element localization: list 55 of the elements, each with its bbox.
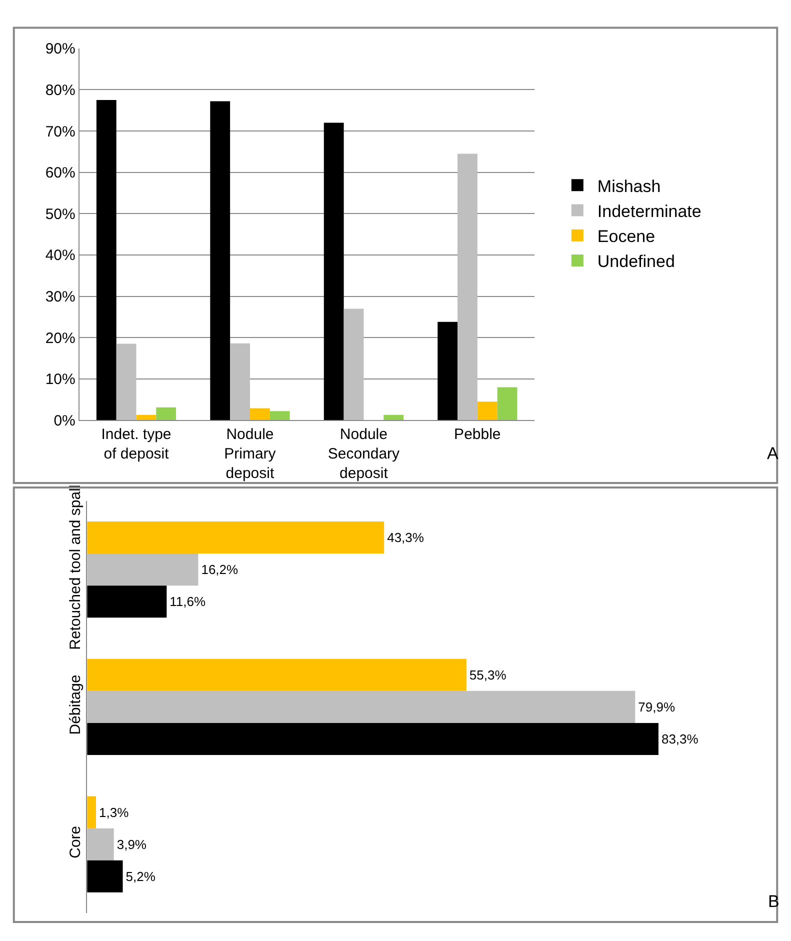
bar xyxy=(87,796,96,828)
text: A xyxy=(767,444,779,463)
data-label: 11,6% xyxy=(170,594,206,610)
data-label: 83,3% xyxy=(661,732,699,747)
bar xyxy=(87,860,123,892)
data-label: 79,9% xyxy=(638,699,676,714)
y-tick-label: 30% xyxy=(45,288,76,306)
data-label: 43,3% xyxy=(387,530,424,546)
legend-label: Eocene xyxy=(597,227,656,246)
x-tick-label: Indet. type of deposit xyxy=(101,426,172,463)
data-label: 16,2% xyxy=(201,562,239,578)
y-tick-label: Core xyxy=(67,826,84,858)
bar xyxy=(497,387,518,420)
legend-label: Undefined xyxy=(597,252,675,272)
y-tick-label: 90% xyxy=(45,40,76,58)
y-tick-label: 50% xyxy=(45,206,76,223)
x-tick-label: Pebble xyxy=(454,426,501,444)
bar xyxy=(96,100,116,420)
bar xyxy=(324,122,344,420)
y-tick-label: 20% xyxy=(45,330,76,347)
text: B xyxy=(768,892,780,911)
bar xyxy=(116,344,136,420)
bar xyxy=(87,586,167,618)
y-tick-label: 0% xyxy=(54,412,76,430)
legend-label: Indeterminate xyxy=(597,202,702,221)
bar xyxy=(250,408,270,420)
bar xyxy=(156,407,176,420)
bar xyxy=(87,828,114,860)
y-tick-label: 70% xyxy=(45,123,76,140)
bar xyxy=(477,402,498,420)
bar xyxy=(136,414,156,420)
y-tick-label: 10% xyxy=(45,371,76,388)
bar xyxy=(230,343,250,420)
y-tick-label: 40% xyxy=(45,247,76,264)
x-tick-label: Nodule Primary deposit xyxy=(224,426,276,482)
bar xyxy=(438,322,458,420)
data-label: 3,9% xyxy=(116,836,147,852)
legend-label: Mishash xyxy=(597,176,661,196)
bar xyxy=(87,690,636,723)
bar xyxy=(458,154,478,420)
bar xyxy=(87,722,658,756)
bar xyxy=(87,521,384,554)
y-tick-label: 80% xyxy=(45,82,76,99)
bar xyxy=(87,554,198,586)
bar xyxy=(384,414,404,420)
x-tick-label: Nodule Secondary deposit xyxy=(328,426,400,482)
data-label: 55,3% xyxy=(469,667,507,682)
bar xyxy=(210,101,230,420)
data-label: 5,2% xyxy=(126,868,156,884)
bar xyxy=(344,308,364,420)
bar xyxy=(87,658,466,691)
y-tick-label: Débitage xyxy=(67,674,84,735)
y-tick-label: 60% xyxy=(45,164,76,182)
bar xyxy=(270,411,290,420)
data-label: 1,3% xyxy=(99,804,130,820)
